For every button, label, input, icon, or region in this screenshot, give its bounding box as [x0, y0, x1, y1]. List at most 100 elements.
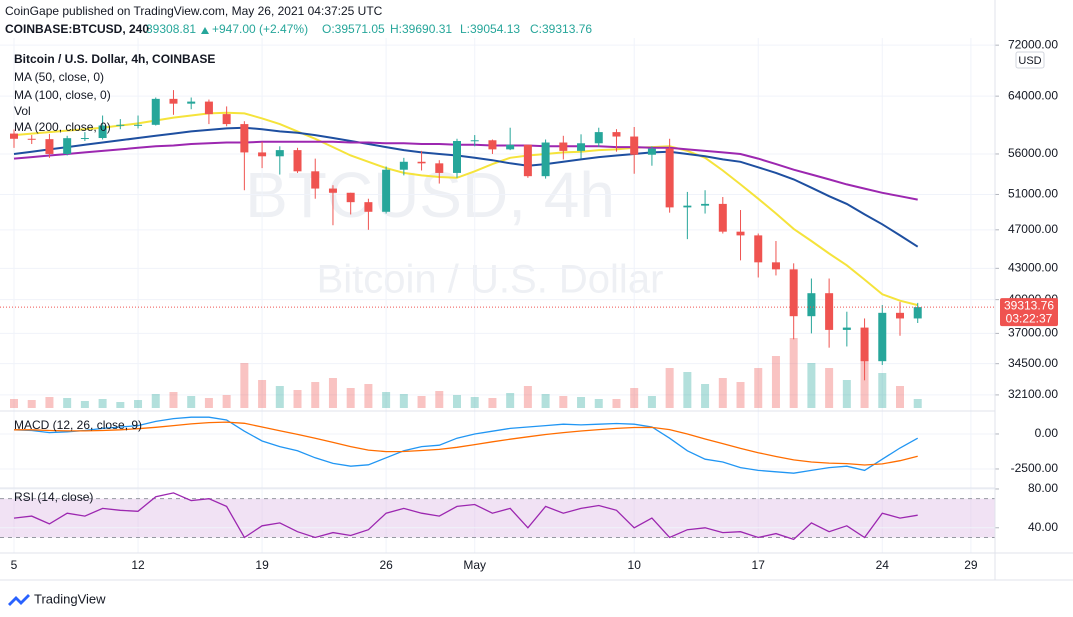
logo — [8, 594, 30, 606]
volume-bar — [878, 373, 887, 408]
volume-bar — [896, 386, 904, 408]
legend-entry: MA (100, close, 0) — [14, 88, 111, 102]
x-tick-label: 5 — [11, 558, 18, 572]
candle-body — [382, 169, 391, 212]
candle-body — [222, 114, 231, 125]
candle-body — [80, 138, 89, 140]
candle-body — [701, 203, 710, 206]
candle-body — [293, 150, 302, 172]
currency-box — [1015, 51, 1045, 69]
x-tick-label: 24 — [876, 558, 890, 572]
volume-bar — [523, 386, 532, 408]
volume-bar — [736, 382, 745, 408]
candle-body — [878, 312, 887, 362]
candle-body — [169, 98, 178, 104]
volume-bar — [453, 395, 461, 408]
legend-entry: MA (200, close, 0) — [14, 120, 111, 134]
volume-bar — [27, 400, 36, 408]
volume-bar — [435, 391, 444, 408]
volume-bar — [612, 399, 621, 408]
volume-bar — [825, 368, 834, 408]
price-label: 39313.76 — [1004, 298, 1054, 312]
volume-bar — [222, 395, 231, 408]
y-tick-label: 56000.00 — [1008, 146, 1058, 160]
series-line — [13, 140, 918, 201]
candle-body — [453, 141, 461, 173]
volume-bar — [399, 394, 408, 408]
volume-bar — [506, 393, 515, 408]
ohlc: O:39571.05 — [322, 22, 385, 36]
volume-bar — [683, 372, 692, 408]
countdown: 03:22:37 — [1006, 311, 1053, 325]
candle-body — [435, 163, 444, 173]
volume-bar — [382, 392, 391, 408]
y-tick-label: 43000.00 — [1008, 261, 1058, 275]
volume-bar — [754, 368, 763, 408]
volume-bar — [293, 390, 302, 408]
volume-bar — [842, 380, 851, 408]
candle-body — [488, 140, 497, 150]
candle-body — [63, 138, 72, 154]
volume-bar — [240, 363, 249, 408]
candle-body — [275, 150, 284, 157]
candle-body — [771, 262, 780, 270]
volume-bar — [311, 382, 320, 408]
candle-body — [736, 231, 745, 236]
y-tick-label: 47000.00 — [1008, 222, 1058, 236]
candle-body — [594, 132, 603, 144]
candle-body — [470, 140, 479, 142]
volume-bar — [63, 398, 72, 408]
volume-bar — [488, 398, 497, 408]
volume-bar — [647, 396, 656, 408]
candle-body — [187, 101, 196, 104]
y-tick-label: 32100.00 — [1008, 387, 1058, 401]
volume-bar — [789, 338, 798, 408]
y-tick-label: 72000.00 — [1008, 37, 1058, 51]
x-tick-label: May — [463, 558, 486, 572]
candle-body — [754, 235, 763, 263]
volume-bar — [258, 380, 267, 408]
logo-mark — [8, 594, 30, 606]
candle-body — [630, 136, 639, 155]
volume-bar — [169, 392, 178, 408]
candle-body — [559, 142, 568, 151]
volume-bar — [559, 396, 568, 408]
candle-body — [240, 124, 249, 153]
candle-body — [842, 327, 851, 330]
volume-bar — [151, 394, 160, 408]
y-tick-label: 80.00 — [1028, 481, 1058, 495]
volume-bar — [771, 356, 780, 408]
candle-body — [328, 188, 337, 193]
candle-body — [258, 152, 267, 157]
change: +947.00 (+2.47%) — [212, 22, 308, 36]
volume-bar — [913, 399, 922, 408]
candle-body — [860, 327, 869, 362]
publisher: CoinGape published on TradingView.com, M… — [5, 4, 383, 18]
up-arrow — [201, 27, 209, 34]
volume-bar — [718, 378, 727, 408]
watermark: Bitcoin / U.S. Dollar — [317, 258, 664, 302]
candle-body — [311, 171, 320, 189]
y-tick-label: -2500.00 — [1011, 461, 1059, 475]
candle-body — [506, 144, 515, 150]
chart-title: Bitcoin / U.S. Dollar, 4h, COINBASE — [14, 52, 215, 66]
legend-entry: Vol — [14, 104, 31, 118]
candle-body — [98, 125, 107, 139]
last-price: 39308.81 — [146, 22, 196, 36]
candle-body — [896, 312, 904, 319]
y-tick-label: 0.00 — [1035, 426, 1059, 440]
ohlc: H:39690.31 — [390, 22, 452, 36]
candle-body — [913, 307, 922, 319]
volume-bar — [594, 399, 603, 408]
x-tick-label: 17 — [752, 558, 766, 572]
volume-bar — [665, 368, 674, 408]
candle-body — [346, 192, 355, 203]
ohlc: L:39054.13 — [460, 22, 520, 36]
y-tick-label: 40.00 — [1028, 520, 1058, 534]
candle-body — [134, 124, 143, 126]
candle-body — [612, 132, 621, 137]
x-tick-label: 12 — [131, 558, 145, 572]
